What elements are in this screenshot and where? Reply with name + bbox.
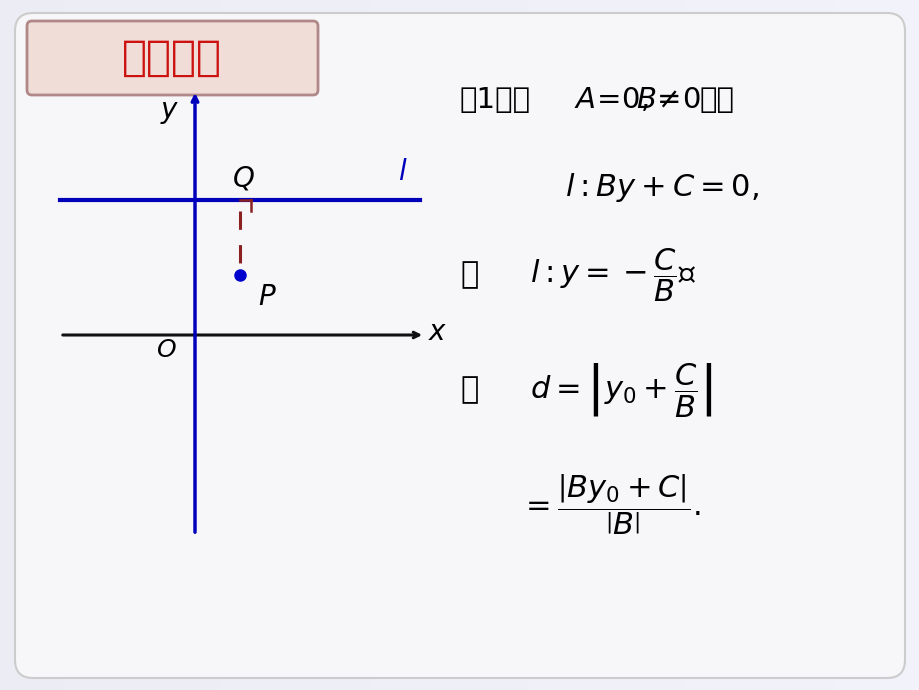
Text: $B\!\neq\! 0$: $B\!\neq\! 0$ bbox=[635, 86, 700, 114]
Text: $l$: $l$ bbox=[398, 158, 407, 186]
FancyBboxPatch shape bbox=[15, 13, 904, 678]
Text: $P$: $P$ bbox=[257, 283, 277, 311]
Text: $A\!=\!0,$: $A\!=\!0,$ bbox=[573, 86, 648, 114]
FancyBboxPatch shape bbox=[27, 21, 318, 95]
Text: $y$: $y$ bbox=[159, 98, 179, 126]
Text: $l:y=-\dfrac{C}{B}$；: $l:y=-\dfrac{C}{B}$； bbox=[529, 246, 696, 304]
Text: $d=\left|y_0+\dfrac{C}{B}\right|$: $d=\left|y_0+\dfrac{C}{B}\right|$ bbox=[529, 361, 712, 419]
Text: $l:By+C=0,$: $l:By+C=0,$ bbox=[564, 170, 758, 204]
Text: 特殊情形: 特殊情形 bbox=[122, 37, 221, 79]
Text: （1）当: （1）当 bbox=[460, 86, 530, 114]
Text: 则: 则 bbox=[460, 375, 478, 404]
Text: 时，: 时， bbox=[699, 86, 734, 114]
Text: $Q$: $Q$ bbox=[232, 164, 255, 192]
Text: 即: 即 bbox=[460, 261, 478, 290]
Text: $x$: $x$ bbox=[427, 318, 447, 346]
Text: $O$: $O$ bbox=[156, 338, 176, 362]
Text: $=\dfrac{\left|By_0+C\right|}{\left|B\right|}.$: $=\dfrac{\left|By_0+C\right|}{\left|B\ri… bbox=[519, 473, 699, 538]
